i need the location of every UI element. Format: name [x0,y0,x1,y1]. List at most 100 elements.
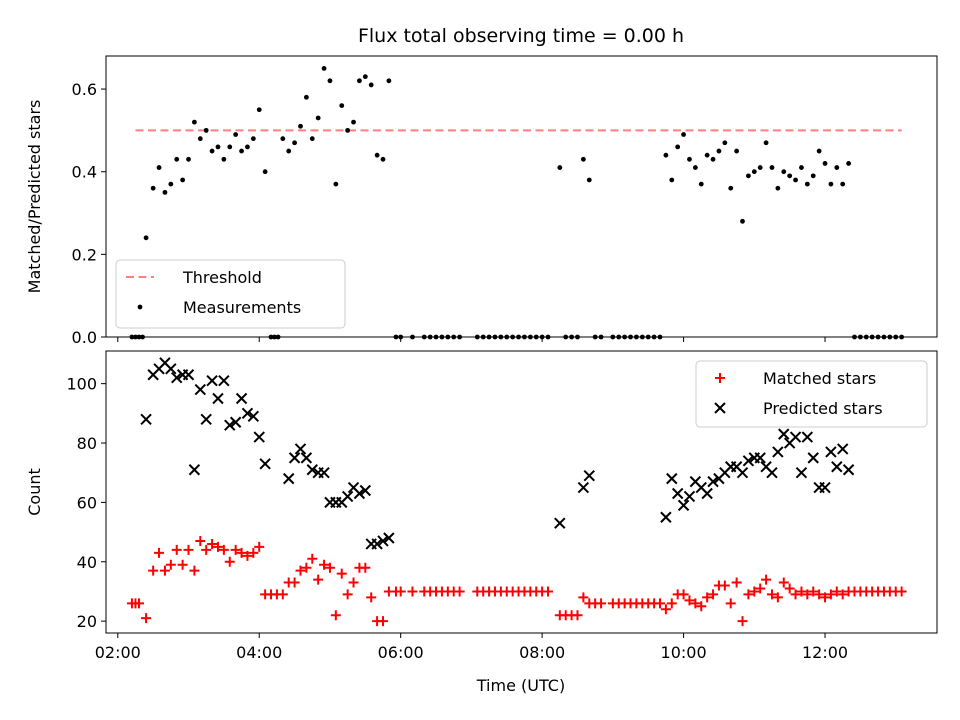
measurement-point [393,334,399,340]
predicted-point [306,464,318,476]
matched-point [183,544,194,555]
measurement-point [510,334,516,340]
predicted-point [577,481,590,494]
matched-point [212,541,223,552]
x-axis-label: Time (UTC) [476,676,565,695]
y-tick-label: 40 [77,553,97,572]
matched-point [330,610,341,621]
measurement-point [598,334,604,340]
measurement-point [480,334,486,340]
measurement-point [869,334,875,340]
matched-point [165,559,176,570]
matched-point [407,586,418,597]
matched-point [766,589,777,600]
matched-point [749,586,760,597]
measurement-point [545,334,551,340]
measurement-point [852,334,857,340]
predicted-point [188,464,201,476]
predicted-point [206,374,218,387]
measurement-point [186,156,191,162]
measurement-point [398,334,404,340]
measurement-point [339,103,345,108]
measurement-point [433,334,439,340]
measurement-point [669,177,675,183]
matched-point [201,544,212,555]
predicted-point [666,472,678,485]
measurement-point [698,181,704,187]
predicted-point [795,466,808,479]
predicted-point [754,452,766,464]
measurement-point [457,334,463,340]
matched-point [690,598,701,609]
predicted-point [671,487,684,500]
measurement-point [140,334,145,340]
matched-point [784,583,795,594]
measurement-point [569,334,574,340]
measurement-point [793,177,798,183]
measurement-point [351,119,356,125]
measurement-point [740,218,745,224]
matched-point [141,613,152,624]
predicted-point [218,374,230,387]
matched-point [837,589,848,600]
predicted-point [660,511,672,523]
y-tick-label: 100 [66,375,97,394]
measurement-point [840,181,846,187]
top-panel: 0.0 0.2 0.4 0.6 Matched/Predicted stars Thres… [25,55,938,347]
predicted-point [247,410,260,423]
measurement-point [787,173,793,179]
measurement-point [899,334,905,340]
measurement-point [728,185,734,191]
measurement-point [751,169,757,175]
measurement-point [280,136,286,142]
measurement-point [822,161,828,166]
measurement-point [150,185,156,191]
predicted-point [842,464,855,476]
measurement-point [245,144,250,150]
matched-point [802,589,813,600]
measurement-point [162,189,168,195]
matched-point [277,589,288,600]
top-panel-y-axis-label: Matched/Predicted stars [25,100,44,294]
measurement-point [804,181,810,187]
matched-point [171,544,182,555]
measurement-point [268,334,274,340]
matched-point [319,559,330,570]
measurement-point [586,177,592,183]
matched-point [666,598,677,609]
measurement-point [527,334,533,340]
measurement-point [834,165,840,170]
matched-point [796,586,807,597]
predicted-point [736,466,749,479]
matched-point [543,586,554,597]
measurement-point [734,148,740,154]
matched-point [366,592,377,603]
measurement-point [692,165,698,170]
predicted-point [282,472,295,485]
measurement-point [881,334,887,340]
predicted-point [778,428,790,440]
legend-label: Measurements [183,298,301,317]
predicted-point [819,481,831,494]
measurement-point [421,334,427,340]
matched-point [189,565,200,576]
predicted-point [825,446,837,458]
measurement-point [250,136,256,142]
measurement-point [710,156,716,162]
predicted-point [253,431,265,443]
matched-point [313,574,324,585]
matched-point [159,565,170,576]
measurement-point [704,152,710,158]
measurement-point [286,148,292,154]
bottom-panel-frame [105,350,938,634]
measurement-point [893,334,899,340]
measurement-point [522,334,527,340]
predicted-point [288,452,301,464]
measurement-point [345,127,351,133]
matched-point [578,592,589,603]
matched-point [725,598,736,609]
measurement-point [275,334,281,340]
measurement-point [333,181,339,187]
predicted-point [766,466,778,479]
